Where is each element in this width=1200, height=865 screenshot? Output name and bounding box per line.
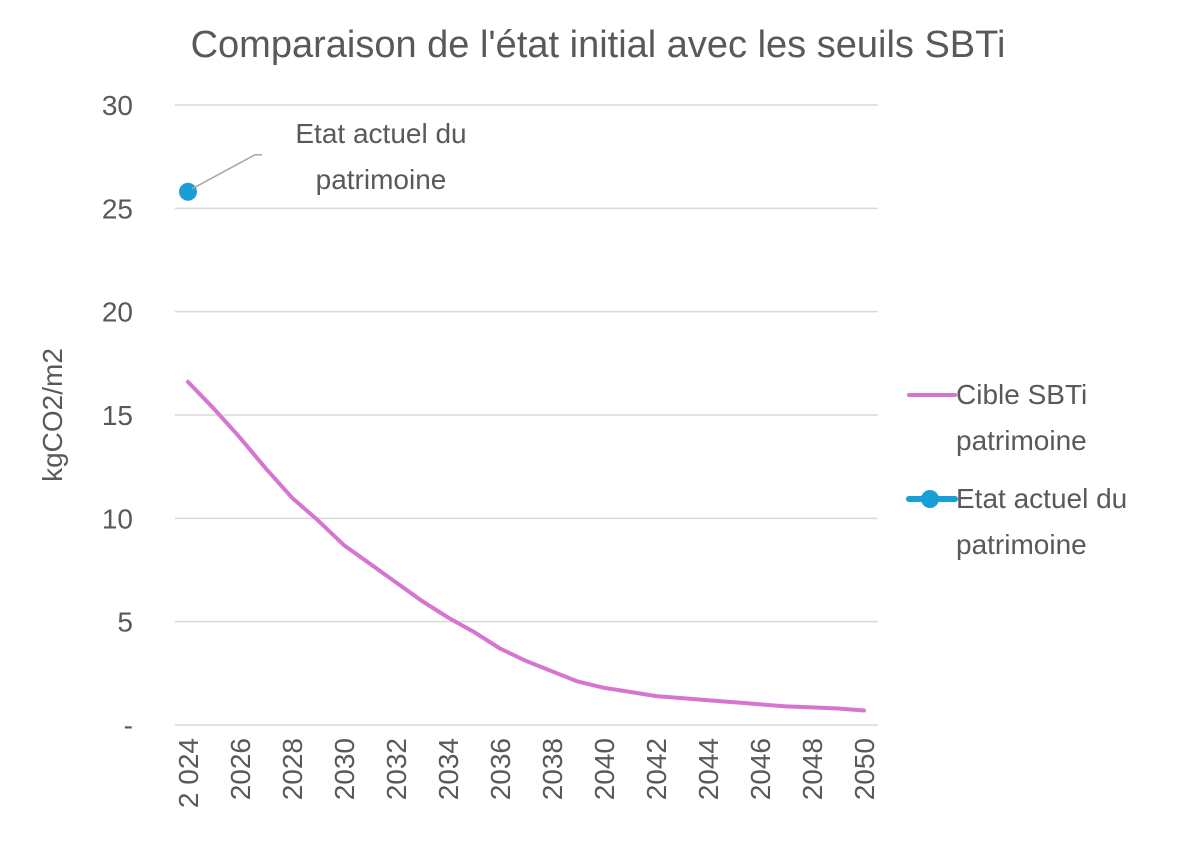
grid (175, 104, 878, 726)
annotation-label: Etat actuel du (295, 118, 466, 149)
x-tick-label: 2044 (693, 738, 724, 800)
legend-label: patrimoine (956, 425, 1087, 456)
y-tick-label: 25 (102, 193, 133, 224)
legend-label: patrimoine (956, 529, 1087, 560)
annotation-label: patrimoine (316, 164, 447, 195)
series-point[interactable] (179, 182, 197, 201)
y-tick-label: 10 (102, 503, 133, 534)
x-tick-label: 2026 (225, 738, 256, 800)
y-tick-label: 20 (102, 297, 133, 328)
x-tick-label: 2042 (641, 738, 672, 800)
plot-series (179, 182, 866, 713)
y-tick-label: 15 (102, 400, 133, 431)
x-tick-label: 2032 (381, 738, 412, 800)
y-tick-label: 5 (117, 607, 133, 638)
x-tick-label: 2028 (277, 738, 308, 800)
legend-label: Cible SBTi (956, 379, 1087, 410)
y-tick-label: - (124, 710, 133, 741)
chart-title: Comparaison de l'état initial avec les s… (191, 24, 1006, 66)
x-tick-label: 2034 (433, 738, 464, 800)
x-tick-label: 2036 (485, 738, 516, 800)
y-axis-ticks: - 5 10 15 20 25 30 (102, 90, 133, 741)
y-tick-label: 30 (102, 90, 133, 121)
series-line[interactable] (186, 379, 866, 713)
y-axis-label: kgCO2/m2 (37, 348, 68, 482)
x-tick-label: 2 024 (173, 738, 204, 808)
x-axis-ticks: 2 024 2026 2028 2030 2032 2034 2036 2038 2040 204… (173, 738, 880, 808)
x-tick-label: 2050 (849, 738, 880, 800)
x-tick-label: 2048 (797, 738, 828, 800)
x-tick-label: 2038 (537, 738, 568, 800)
annotation-leader (191, 154, 262, 190)
legend-label: Etat actuel du (956, 483, 1127, 514)
legend-marker (921, 490, 939, 508)
legend[interactable]: Cible SBTi patrimoine Etat actuel du patrim… (906, 379, 1127, 560)
x-tick-label: 2040 (589, 738, 620, 800)
x-tick-label: 2030 (329, 738, 360, 800)
x-tick-label: 2046 (745, 738, 776, 800)
annotations: Etat actuel du patrimoine (191, 118, 467, 195)
